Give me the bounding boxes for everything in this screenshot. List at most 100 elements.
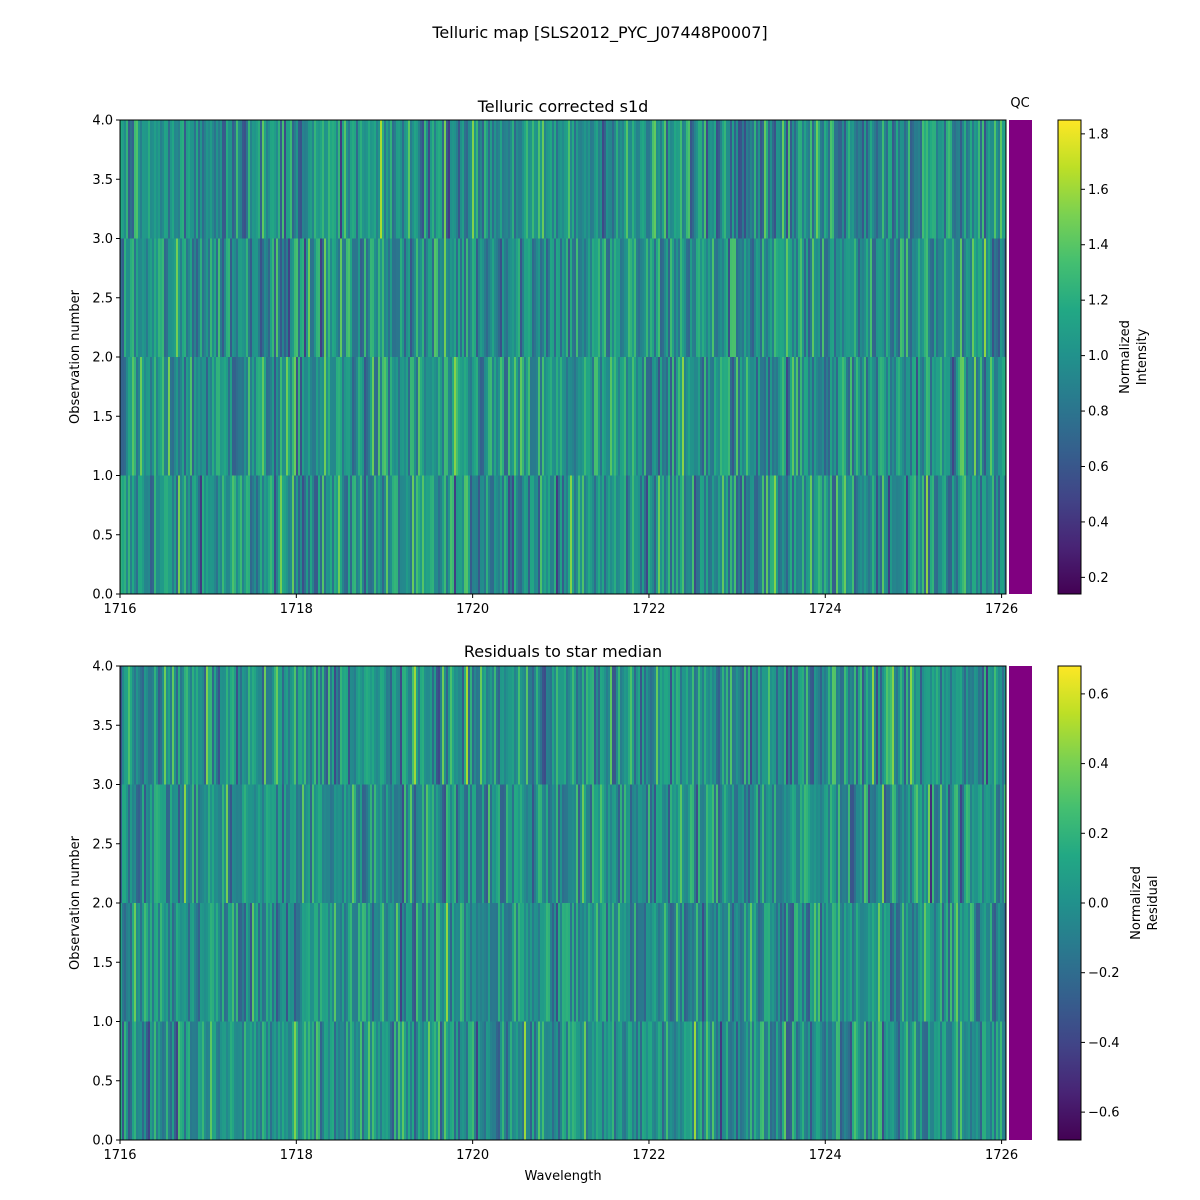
heatmap-cell <box>234 238 237 357</box>
heatmap-cell <box>850 666 853 785</box>
heatmap-cell <box>704 666 707 785</box>
heatmap-cell <box>174 357 177 476</box>
heatmap-cell <box>754 475 757 594</box>
heatmap-cell <box>264 357 267 476</box>
heatmap-cell <box>640 120 643 239</box>
heatmap-cell <box>662 238 665 357</box>
heatmap-cell <box>522 238 525 357</box>
heatmap-cell <box>348 120 351 239</box>
heatmap-cell <box>846 120 849 239</box>
heatmap-cell <box>300 903 303 1022</box>
heatmap-cell <box>806 238 809 357</box>
heatmap-cell <box>978 475 981 594</box>
heatmap-cell <box>520 357 523 476</box>
heatmap-cell <box>860 1021 863 1140</box>
heatmap-cell <box>228 666 231 785</box>
heatmap-cell <box>588 475 591 594</box>
heatmap-cell <box>650 357 653 476</box>
heatmap-cell <box>926 666 929 785</box>
heatmap-cell <box>986 120 989 239</box>
heatmap-cell <box>994 357 997 476</box>
heatmap-cell <box>246 903 249 1022</box>
heatmap-cell <box>494 784 497 903</box>
heatmap-cell <box>882 1021 885 1140</box>
heatmap-cell <box>688 666 691 785</box>
heatmap-cell <box>236 784 239 903</box>
heatmap-cell <box>820 120 823 239</box>
heatmap-cell <box>696 238 699 357</box>
heatmap-cell <box>120 666 123 785</box>
heatmap-cell <box>722 120 725 239</box>
heatmap-cell <box>916 666 919 785</box>
heatmap-cell <box>314 903 317 1022</box>
heatmap-cell <box>708 120 711 239</box>
heatmap-cell <box>792 238 795 357</box>
heatmap-cell <box>560 903 563 1022</box>
heatmap-cell <box>634 784 637 903</box>
heatmap-cell <box>298 903 301 1022</box>
heatmap-cell <box>994 666 997 785</box>
heatmap-cell <box>998 666 1001 785</box>
heatmap-cell <box>472 238 475 357</box>
heatmap-cell <box>404 1021 407 1140</box>
heatmap-cell <box>456 475 459 594</box>
heatmap-cell <box>656 357 659 476</box>
heatmap-cell <box>454 120 457 239</box>
heatmap-cell <box>816 357 819 476</box>
heatmap-cell <box>482 238 485 357</box>
heatmap-cell <box>288 1021 291 1140</box>
heatmap-cell <box>318 238 321 357</box>
y-tick-label: 4.0 <box>92 114 113 129</box>
heatmap-cell <box>304 784 307 903</box>
heatmap-cell <box>316 120 319 239</box>
heatmap-cell <box>732 784 735 903</box>
heatmap-cell <box>752 120 755 239</box>
heatmap-cell <box>146 903 149 1022</box>
heatmap-cell <box>832 120 835 239</box>
heatmap-cell <box>124 475 127 594</box>
heatmap-cell <box>966 784 969 903</box>
heatmap-cell <box>188 666 191 785</box>
heatmap-cell <box>314 357 317 476</box>
heatmap-cell <box>242 1021 245 1140</box>
heatmap-cell <box>736 903 739 1022</box>
heatmap-cell <box>156 357 159 476</box>
heatmap-cell <box>220 1021 223 1140</box>
heatmap-cell <box>260 784 263 903</box>
heatmap-cell <box>630 238 633 357</box>
heatmap-cell <box>840 903 843 1022</box>
heatmap-cell <box>252 357 255 476</box>
heatmap-cell <box>130 238 133 357</box>
heatmap-cell <box>122 666 125 785</box>
heatmap-cell <box>486 357 489 476</box>
heatmap-cell <box>348 238 351 357</box>
heatmap-cell <box>260 475 263 594</box>
heatmap-cell <box>248 120 251 239</box>
heatmap-cell <box>934 238 937 357</box>
heatmap-cell <box>386 903 389 1022</box>
heatmap-cell <box>734 666 737 785</box>
x-tick-label: 1716 <box>103 1148 136 1163</box>
heatmap-cell <box>570 357 573 476</box>
heatmap-cell <box>186 357 189 476</box>
heatmap-cell <box>692 238 695 357</box>
heatmap-cell <box>564 120 567 239</box>
heatmap-cell <box>140 238 143 357</box>
heatmap-cell <box>698 475 701 594</box>
heatmap-cell <box>246 475 249 594</box>
heatmap-cell <box>998 1021 1001 1140</box>
heatmap-cell <box>576 666 579 785</box>
heatmap-cell <box>856 357 859 476</box>
heatmap-cell <box>594 238 597 357</box>
heatmap-cell <box>562 903 565 1022</box>
heatmap-cell <box>568 903 571 1022</box>
heatmap-cell <box>948 238 951 357</box>
heatmap-cell <box>966 238 969 357</box>
heatmap-cell <box>484 784 487 903</box>
heatmap-cell <box>338 357 341 476</box>
heatmap-cell <box>558 784 561 903</box>
heatmap-cell <box>802 120 805 239</box>
heatmap-cell <box>386 120 389 239</box>
heatmap-cell <box>926 238 929 357</box>
heatmap-cell <box>940 238 943 357</box>
